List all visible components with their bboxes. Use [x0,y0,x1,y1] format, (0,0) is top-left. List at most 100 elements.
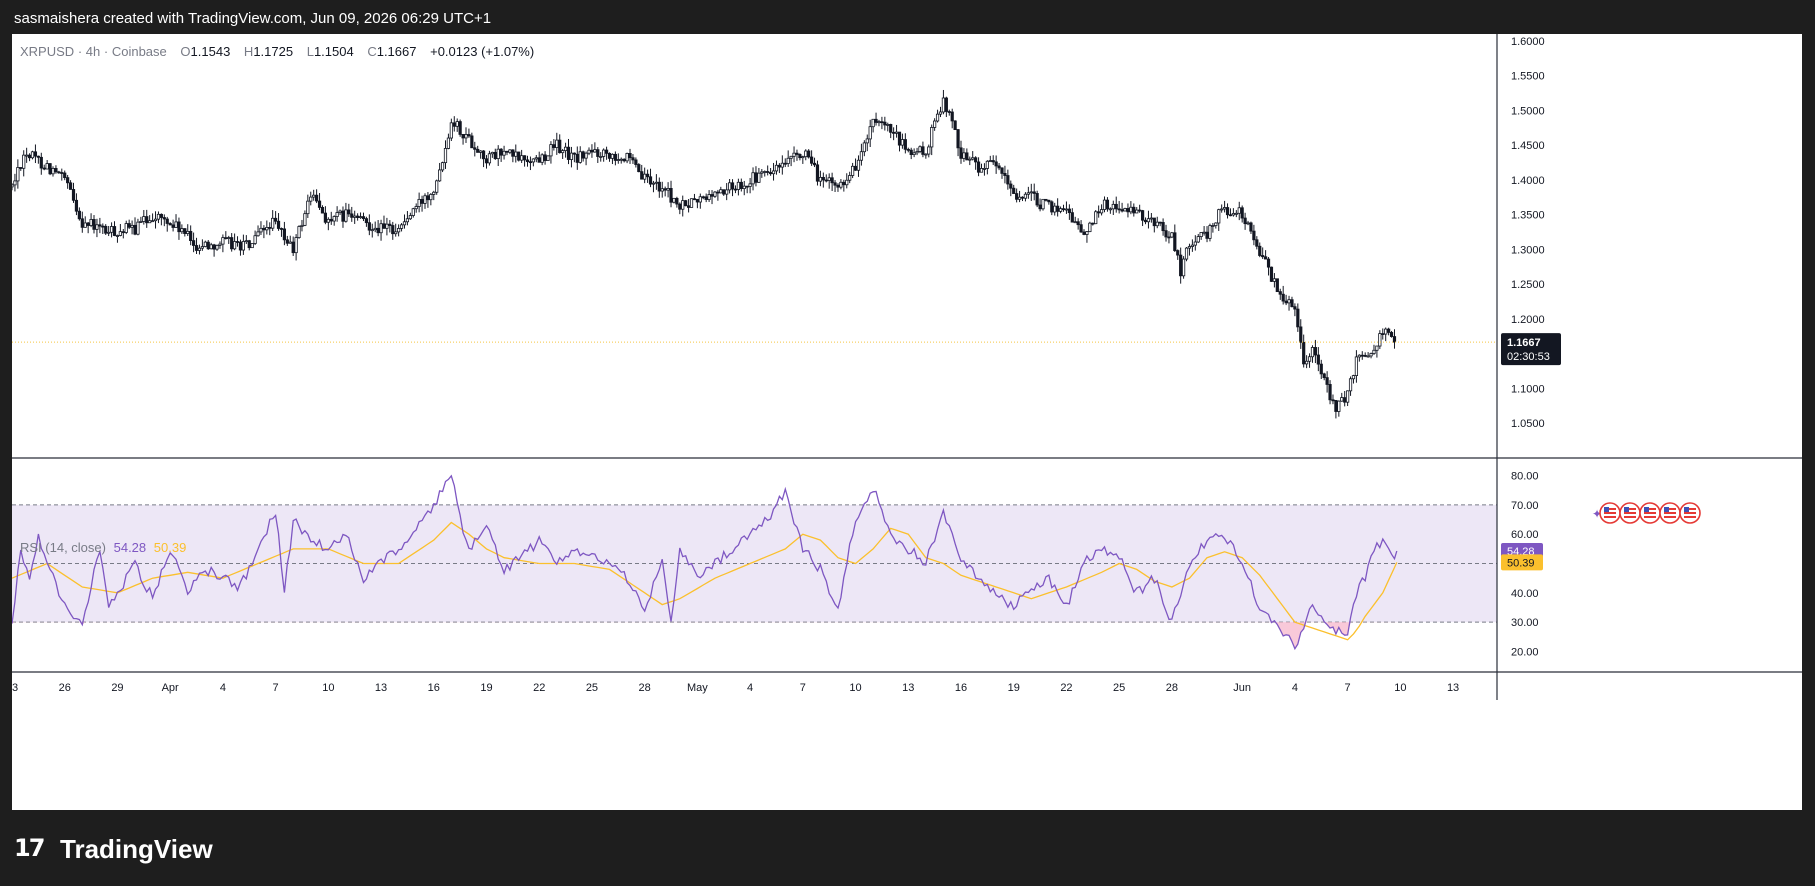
candle[interactable] [619,157,623,164]
candle[interactable] [1053,202,1057,216]
candle[interactable] [1193,235,1197,251]
candle[interactable] [1302,334,1306,368]
candle[interactable] [789,155,793,167]
candle[interactable] [848,171,852,184]
candle[interactable] [382,215,386,229]
candle[interactable] [1114,196,1118,213]
candle[interactable] [874,112,878,126]
candle[interactable] [968,156,972,166]
candle[interactable] [692,193,697,201]
candle[interactable] [74,193,79,216]
candle[interactable] [180,224,184,234]
candle[interactable] [45,160,49,170]
candle[interactable] [420,195,424,212]
candle[interactable] [686,199,691,213]
candle[interactable] [830,172,834,192]
candle[interactable] [508,149,512,155]
candle[interactable] [1208,223,1212,242]
candle[interactable] [710,190,714,205]
candle[interactable] [569,146,574,168]
candle[interactable] [856,155,861,177]
candle[interactable] [634,157,638,168]
candle[interactable] [353,210,357,224]
candle[interactable] [1006,169,1010,190]
candle[interactable] [660,181,664,198]
candle[interactable] [101,223,105,234]
candle[interactable] [590,144,594,158]
candle[interactable] [212,243,216,257]
candle[interactable] [411,207,415,218]
candle[interactable] [244,235,248,245]
candle[interactable] [669,180,673,208]
candle[interactable] [241,234,245,255]
candle[interactable] [1176,249,1180,260]
candle[interactable] [461,133,465,145]
candle[interactable] [769,168,773,176]
candle[interactable] [361,212,366,222]
candle[interactable] [112,221,117,237]
candle[interactable] [303,210,307,227]
candle[interactable] [1108,207,1112,214]
candle[interactable] [136,218,140,236]
candle[interactable] [452,116,456,132]
candle[interactable] [748,177,752,194]
candle[interactable] [804,149,808,161]
candle[interactable] [701,195,705,200]
candle[interactable] [672,197,676,204]
candle[interactable] [165,216,169,232]
candle[interactable] [1240,205,1244,223]
candle[interactable] [880,116,884,130]
candle[interactable] [1085,231,1089,243]
candle[interactable] [851,162,855,179]
candle[interactable] [1132,203,1136,217]
candle[interactable] [12,183,14,191]
candle[interactable] [865,134,869,152]
candle[interactable] [771,162,776,181]
candle[interactable] [918,145,922,154]
candle[interactable] [1325,371,1329,393]
candle[interactable] [818,170,823,187]
candle[interactable] [1272,273,1276,288]
candle[interactable] [104,224,108,235]
candle[interactable] [555,132,559,155]
candle[interactable] [1064,201,1069,214]
candle[interactable] [1296,303,1300,332]
candle[interactable] [440,161,445,173]
candle[interactable] [739,178,743,192]
candle[interactable] [610,153,615,165]
candle[interactable] [1097,205,1101,218]
candle[interactable] [356,213,360,221]
candle[interactable] [388,220,392,233]
candle[interactable] [86,221,90,234]
event-flag-icon[interactable] [1639,502,1661,524]
candle[interactable] [1123,207,1127,212]
rsi-pane[interactable] [12,474,1497,651]
candle[interactable] [868,119,872,147]
candle[interactable] [716,189,720,201]
candle[interactable] [285,235,289,246]
candle[interactable] [13,173,17,192]
candle[interactable] [1102,196,1107,213]
candle[interactable] [713,191,717,198]
candle[interactable] [725,183,729,201]
candle[interactable] [142,210,146,225]
candle[interactable] [962,148,966,162]
candle[interactable] [965,148,969,161]
candle[interactable] [1091,222,1095,226]
candle[interactable] [537,151,541,163]
chart-canvas[interactable]: ✦ 1.60001.55001.50001.45001.40001.35001.… [12,34,1802,810]
candle[interactable] [68,180,73,190]
candle[interactable] [1020,196,1025,202]
candle[interactable] [139,216,143,223]
candle[interactable] [522,155,527,167]
candle[interactable] [1149,213,1153,223]
candle[interactable] [1261,247,1265,259]
candle[interactable] [490,151,494,158]
candle[interactable] [631,154,635,164]
candle[interactable] [291,236,295,256]
candle[interactable] [836,183,840,192]
candle[interactable] [941,89,946,115]
candle[interactable] [1328,380,1332,405]
candle[interactable] [909,147,913,160]
candle[interactable] [1322,372,1326,381]
